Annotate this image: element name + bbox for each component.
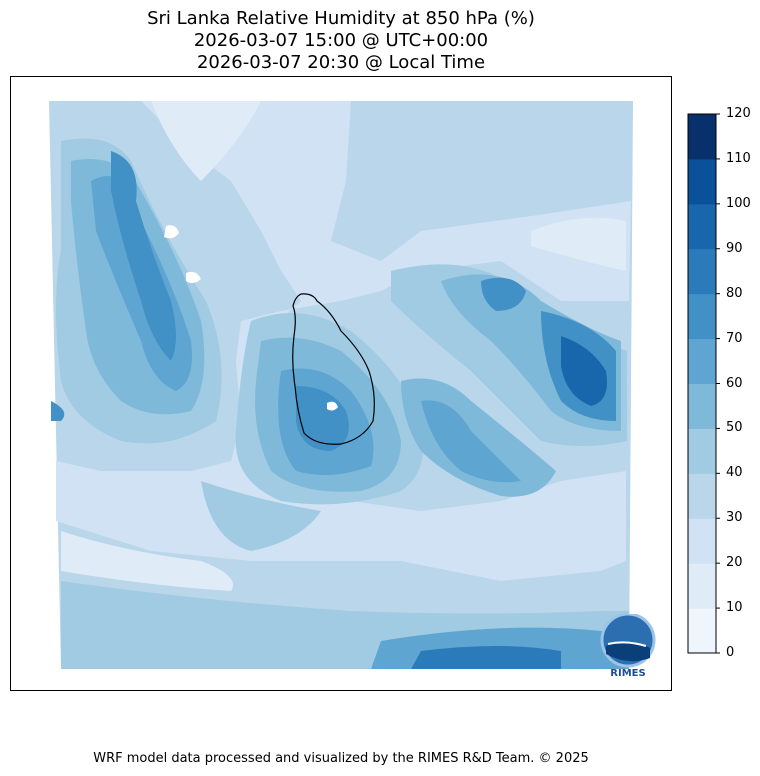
colorbar-bin: [688, 338, 716, 384]
colorbar-tick-label: 110: [726, 150, 751, 166]
colorbar-tick-label: 30: [726, 510, 743, 526]
rimes-logo: RIMES: [600, 614, 656, 678]
colorbar-tick-label: 60: [726, 375, 743, 391]
local-time: 2026-03-07 20:30 @ Local Time: [196, 52, 486, 73]
colorbar-tick-label: 20: [726, 555, 743, 571]
sri-lanka-coastline: [292, 293, 375, 445]
colorbar-tick-label: 120: [726, 106, 751, 121]
colorbar-tick-label: 90: [726, 240, 743, 256]
humidity-field: [49, 101, 633, 669]
footer-credit: WRF model data processed and visualized …: [93, 751, 589, 766]
colorbar-bin: [688, 248, 716, 295]
colorbar-bin: [688, 428, 716, 474]
colorbar-bin: [688, 473, 716, 519]
logo-text: RIMES: [610, 668, 645, 678]
colorbar-bin: [688, 608, 716, 654]
colorbar-bin: [688, 563, 716, 609]
colorbar-bin: [688, 203, 716, 250]
humidity-contours: [49, 101, 633, 669]
map-title: Sri Lanka Relative Humidity at 850 hPa (…: [147, 8, 535, 29]
colorbar-tick-label: 70: [726, 330, 743, 346]
colorbar-bin: [688, 293, 716, 340]
map-axes: [10, 76, 672, 691]
colorbar-tick-label: 100: [726, 195, 751, 211]
colorbar-bin: [688, 518, 716, 564]
utc-time: 2026-03-07 15:00 @ UTC+00:00: [193, 30, 489, 51]
colorbar-tick-label: 50: [726, 420, 743, 436]
colorbar-tick-label: 0: [726, 645, 735, 660]
colorbar-bin: [688, 114, 716, 160]
colorbar-tick-label: 80: [726, 285, 743, 301]
colorbar-tick-label: 10: [726, 600, 743, 616]
colorbar-bin: [688, 158, 716, 205]
colorbar-bin: [688, 383, 716, 429]
colorbar-tick-label: 40: [726, 465, 743, 481]
